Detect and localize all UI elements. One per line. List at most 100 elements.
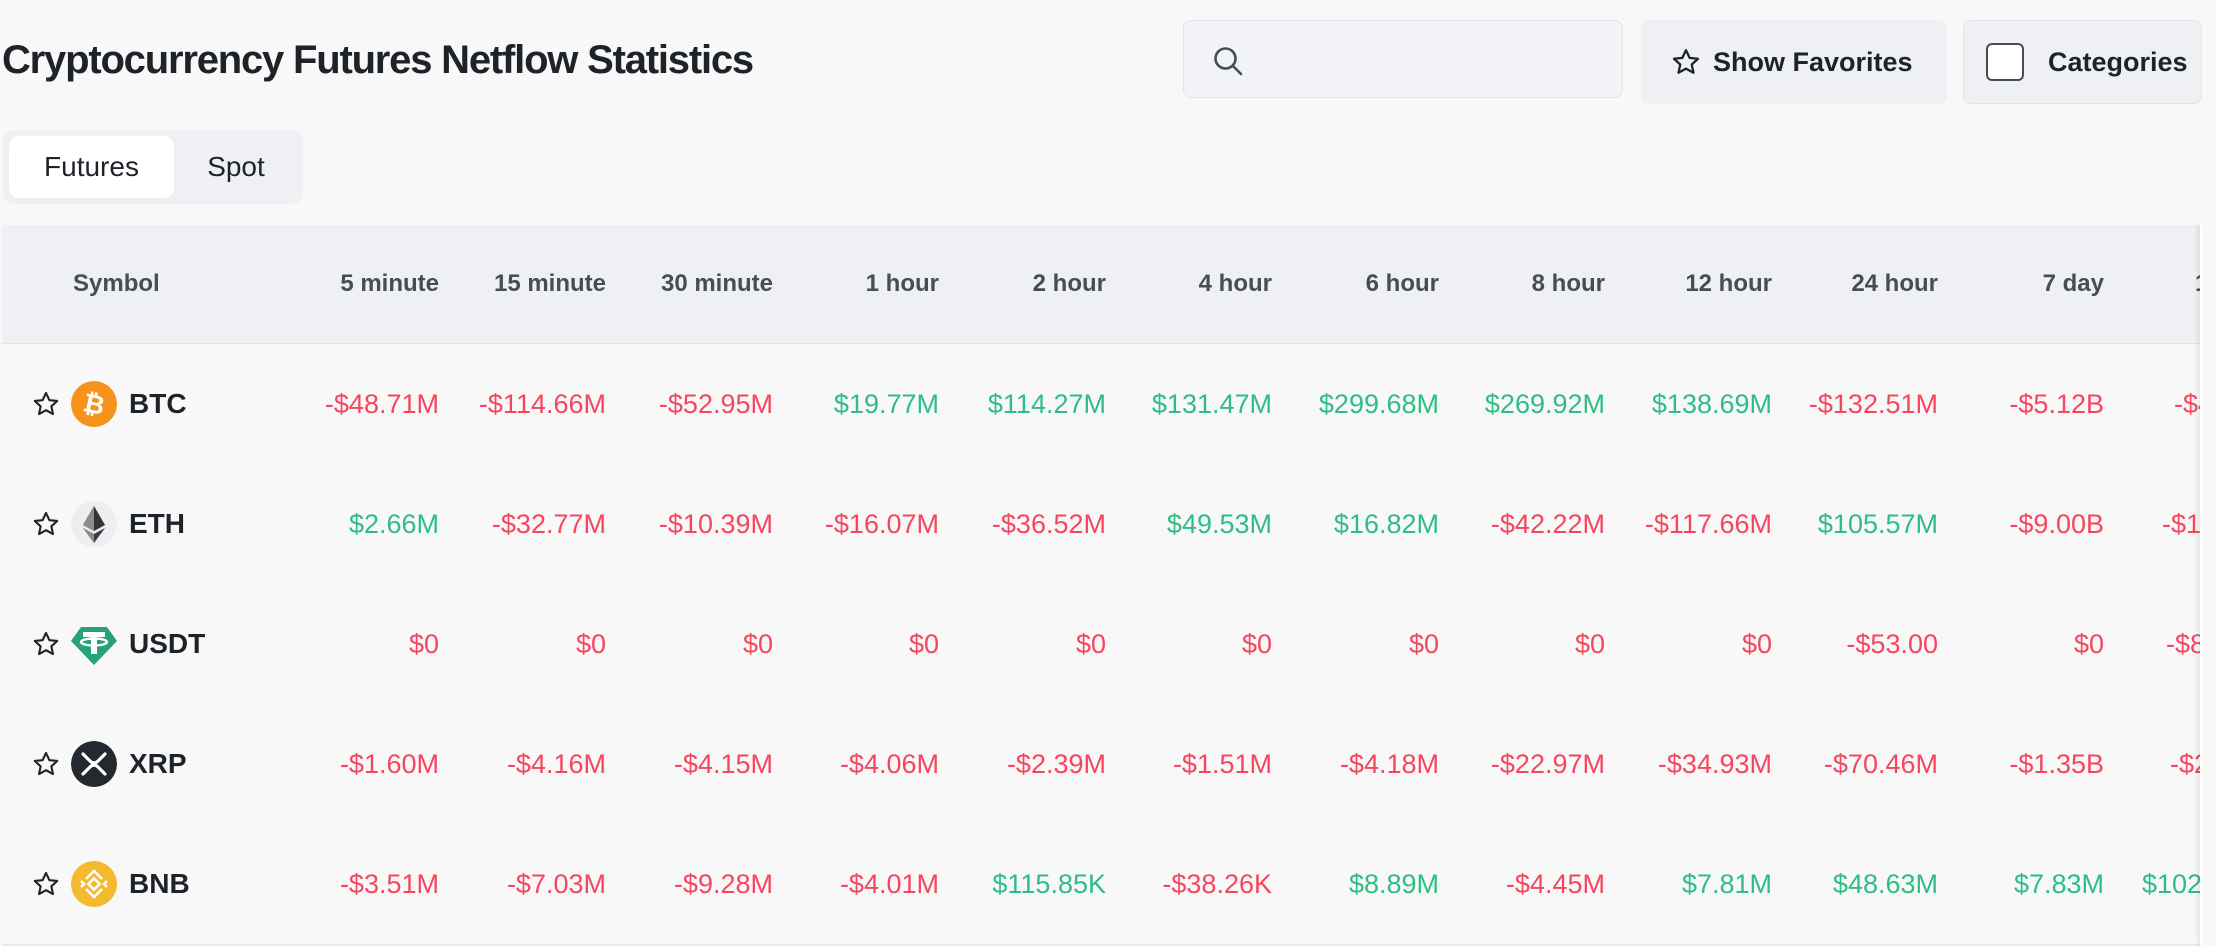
netflow-8h: -$22.97M (1490, 749, 1605, 779)
netflow-24h: -$70.46M (1823, 749, 1938, 779)
netflow-6h: $16.82M (1333, 509, 1439, 539)
netflow-1h: -$16.07M (824, 509, 939, 539)
column-header-15m[interactable]: 15 minute (493, 270, 606, 297)
netflow-1h: $0 (908, 629, 939, 659)
tether-icon (71, 627, 117, 665)
netflow-2h: $0 (1075, 629, 1106, 659)
table-row[interactable]: USDT $0 $0 $0 $0 $0 $0 $0 $0 $0 -$53.00 … (2, 584, 2203, 706)
star-icon (1672, 49, 1700, 74)
netflow-5m: $2.66M (348, 509, 439, 539)
coin-symbol[interactable]: ETH (129, 508, 185, 539)
netflow-15m: -$7.03M (506, 869, 606, 899)
coin-symbol[interactable]: XRP (129, 748, 187, 779)
netflow-7d: -$1.35B (2009, 749, 2104, 779)
netflow-8h: -$42.22M (1490, 509, 1605, 539)
market-type-tabs: Futures Spot (3, 130, 303, 204)
table-row[interactable]: XRP -$1.60M -$4.16M -$4.15M -$4.06M -$2.… (2, 704, 2203, 826)
netflow-2h: $114.27M (987, 389, 1106, 419)
favorite-star-icon[interactable] (32, 390, 60, 418)
netflow-5m: -$3.51M (339, 869, 439, 899)
coin-symbol[interactable]: USDT (129, 628, 206, 659)
categories-label: Categories (2048, 46, 2188, 77)
netflow-12h: $7.81M (1681, 869, 1772, 899)
netflow-4h: $49.53M (1166, 509, 1272, 539)
search-box[interactable] (1183, 20, 1623, 98)
netflow-30m: -$10.39M (658, 509, 773, 539)
netflow-1h: -$4.06M (839, 749, 939, 779)
netflow-1h: -$4.01M (839, 869, 939, 899)
netflow-7d: -$5.12B (2009, 389, 2104, 419)
netflow-15m: -$4.16M (506, 749, 606, 779)
netflow-24h: -$53.00 (1846, 629, 1938, 659)
bitcoin-icon: ₿ (71, 381, 117, 427)
netflow-6h: $299.68M (1318, 389, 1439, 419)
netflow-24h: $105.57M (1817, 509, 1938, 539)
netflow-24h: $48.63M (1832, 869, 1938, 899)
column-header-30m[interactable]: 30 minute (660, 270, 773, 297)
coin-symbol[interactable]: BNB (129, 868, 190, 899)
netflow-4h: $131.47M (1151, 389, 1272, 419)
netflow-4h: -$1.51M (1172, 749, 1272, 779)
tab-spot[interactable]: Spot (207, 151, 265, 182)
netflow-more: -$4 (2174, 389, 2203, 419)
column-header-6h[interactable]: 6 hour (1365, 270, 1439, 297)
netflow-12h: -$117.66M (1644, 509, 1772, 539)
netflow-15m: $0 (575, 629, 606, 659)
column-header-8h[interactable]: 8 hour (1531, 270, 1605, 297)
bnb-icon (71, 861, 117, 907)
netflow-8h: $0 (1574, 629, 1605, 659)
search-input[interactable] (1252, 35, 1606, 85)
ethereum-icon (71, 501, 117, 547)
table-row[interactable]: ₿ BTC -$48.71M -$114.66M -$52.95M $19.77… (2, 344, 2203, 466)
column-header-12h[interactable]: 12 hour (1685, 270, 1772, 297)
show-favorites-button[interactable]: Show Favorites (1641, 20, 1947, 104)
column-header-5m[interactable]: 5 minute (340, 270, 439, 297)
netflow-more: -$2 (2170, 749, 2203, 779)
netflow-6h: $0 (1408, 629, 1439, 659)
coin-symbol[interactable]: BTC (129, 388, 187, 419)
netflow-4h: $0 (1241, 629, 1272, 659)
netflow-24h: -$132.51M (1808, 389, 1938, 419)
categories-button[interactable]: Categories (1963, 20, 2202, 104)
netflow-2h: -$2.39M (1006, 749, 1106, 779)
netflow-12h: $138.69M (1651, 389, 1772, 419)
column-header-more[interactable]: 1 (2195, 270, 2203, 297)
netflow-5m: -$1.60M (339, 749, 439, 779)
netflow-6h: $8.89M (1348, 869, 1439, 899)
show-favorites-label: Show Favorites (1713, 46, 1913, 77)
netflow-5m: $0 (408, 629, 439, 659)
table-scroll-edge (2200, 225, 2203, 946)
favorite-star-icon[interactable] (32, 870, 60, 898)
column-header-symbol[interactable]: Symbol (73, 270, 160, 297)
column-header-2h[interactable]: 2 hour (1032, 270, 1106, 297)
netflow-12h: -$34.93M (1657, 749, 1772, 779)
column-header-1h[interactable]: 1 hour (865, 270, 939, 297)
netflow-7d: -$9.00B (2009, 509, 2104, 539)
categories-checkbox[interactable] (1986, 43, 2024, 81)
netflow-more: $102 (2142, 869, 2203, 899)
netflow-7d: $0 (2073, 629, 2104, 659)
netflow-8h: -$4.45M (1505, 869, 1605, 899)
table-header: Symbol 5 minute 15 minute 30 minute 1 ho… (2, 225, 2203, 344)
netflow-30m: -$9.28M (673, 869, 773, 899)
column-header-24h[interactable]: 24 hour (1851, 270, 1938, 297)
column-header-4h[interactable]: 4 hour (1198, 270, 1272, 297)
favorite-star-icon[interactable] (32, 630, 60, 658)
netflow-table: Symbol 5 minute 15 minute 30 minute 1 ho… (2, 225, 2203, 946)
column-header-7d[interactable]: 7 day (2042, 270, 2104, 297)
netflow-7d: $7.83M (2013, 869, 2104, 899)
netflow-2h: -$36.52M (991, 509, 1106, 539)
favorite-star-icon[interactable] (32, 510, 60, 538)
netflow-30m: -$4.15M (673, 749, 773, 779)
netflow-12h: $0 (1741, 629, 1772, 659)
favorite-star-icon[interactable] (32, 750, 60, 778)
table-row[interactable]: ETH $2.66M -$32.77M -$10.39M -$16.07M -$… (2, 464, 2203, 586)
netflow-5m: -$48.71M (324, 389, 439, 419)
netflow-15m: -$32.77M (491, 509, 606, 539)
netflow-4h: -$38.26K (1162, 869, 1272, 899)
netflow-30m: -$52.95M (658, 389, 773, 419)
tab-futures[interactable]: Futures (9, 136, 174, 198)
netflow-2h: $115.85K (992, 869, 1106, 899)
netflow-8h: $269.92M (1484, 389, 1605, 419)
table-row[interactable]: BNB -$3.51M -$7.03M -$9.28M -$4.01M $115… (2, 824, 2203, 946)
